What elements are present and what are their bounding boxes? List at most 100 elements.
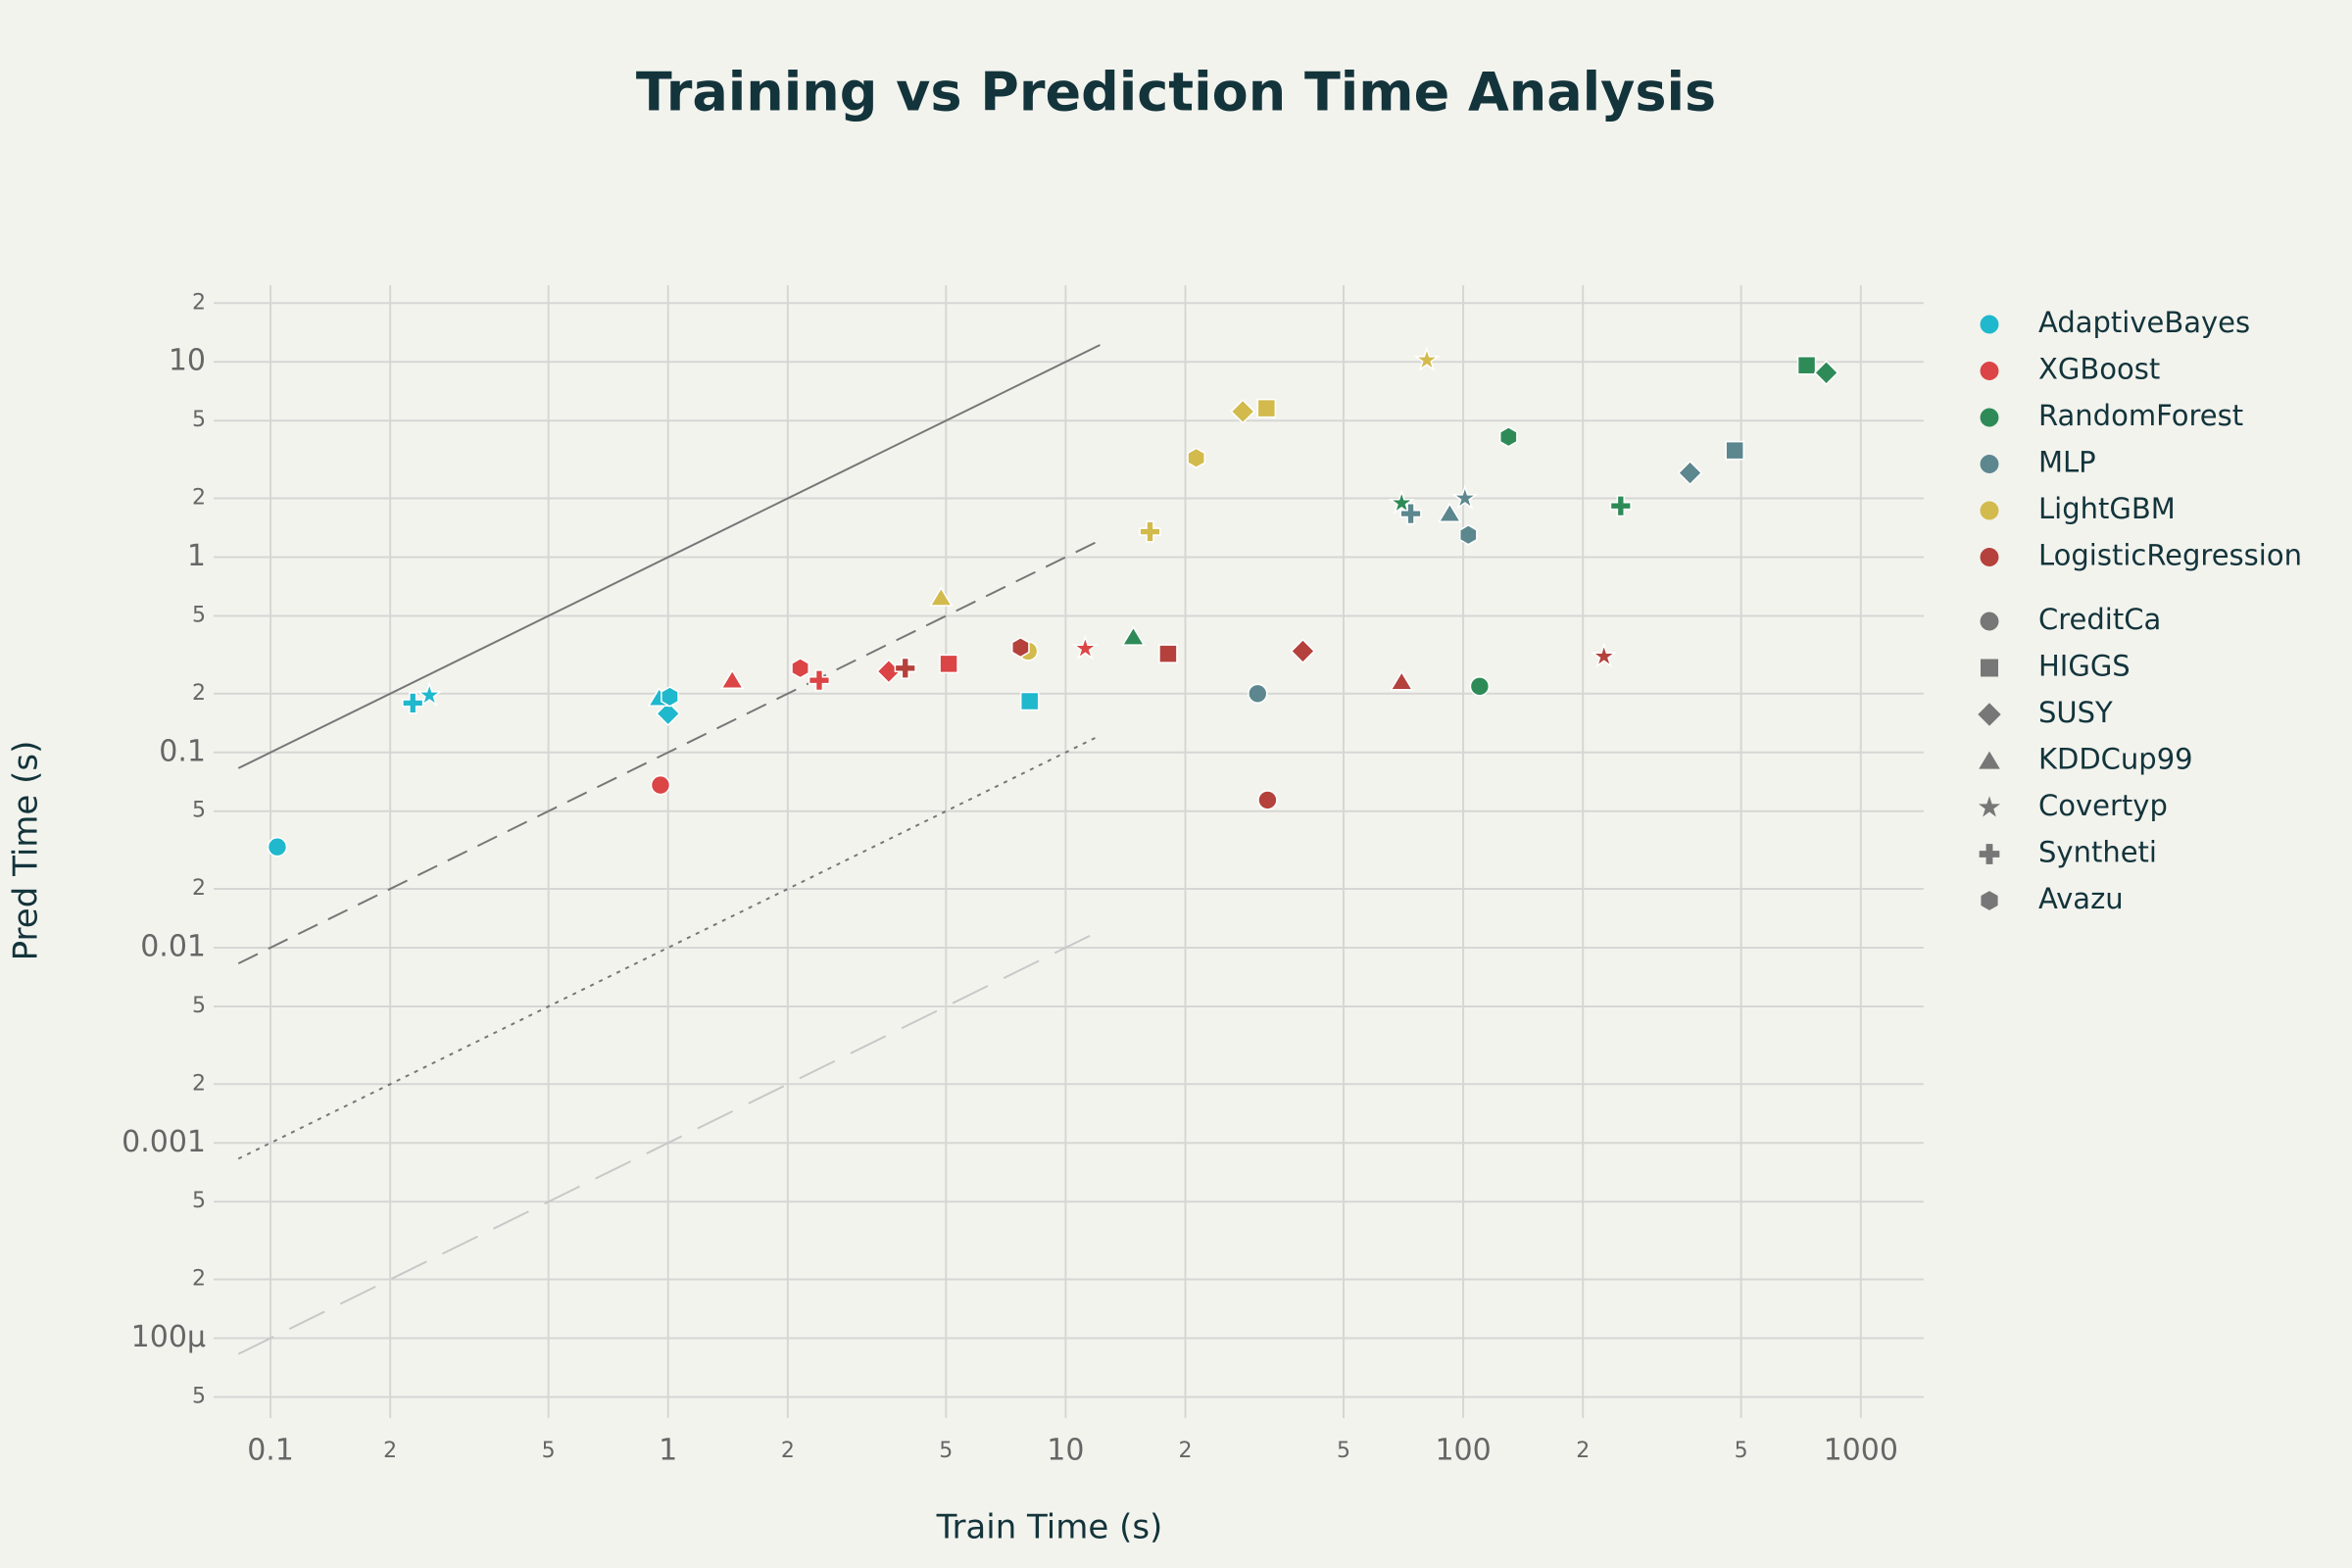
scatter-point (1677, 460, 1703, 486)
grid: 0.1 2 5 1 2 5 10 2 5 100 2 5 1000 2 10 5 2 1 5 2 0.1 5 2 0.01 5 2… (122, 285, 1924, 1468)
legend: AdaptiveBayes XGBoost RandomForest MLP Light… (1978, 306, 2302, 915)
x-tick-label: 100 (1435, 1434, 1491, 1468)
x-tick-label: 2 (1576, 1439, 1590, 1463)
y-tick-label: 0.1 (159, 734, 206, 768)
legend-marker (1980, 501, 1999, 520)
y-tick-label: 5 (192, 408, 206, 432)
x-tick-label: 5 (1337, 1439, 1350, 1463)
scatter-point (720, 668, 745, 690)
legend-marker (1981, 891, 1998, 910)
x-tick-label: 5 (1735, 1439, 1748, 1463)
y-tick-label: 5 (192, 1189, 206, 1213)
legend-marker (1978, 796, 2001, 817)
y-tick-label: 2 (192, 486, 206, 511)
x-tick-label: 5 (939, 1439, 953, 1463)
legend-label: CreditCa (2038, 603, 2161, 636)
legend-label: Covertyp (2038, 789, 2168, 822)
x-tick-label: 2 (1179, 1439, 1193, 1463)
reference-line (237, 929, 1101, 1355)
x-tick-label: 10 (1047, 1434, 1084, 1468)
legend-marker (1979, 844, 2000, 864)
legend-label: LogisticRegression (2038, 539, 2302, 572)
legend-label: HIGGS (2038, 650, 2131, 683)
y-tick-label: 5 (192, 1384, 206, 1408)
legend-label: KDDCup99 (2038, 743, 2193, 776)
data-points (267, 346, 1839, 858)
legend-marker (1980, 455, 1999, 473)
y-axis-title: Pred Time (s) (7, 741, 46, 961)
scatter-point (1257, 790, 1278, 810)
y-tick-label: 2 (192, 1267, 206, 1292)
scatter-point (1469, 676, 1491, 697)
x-tick-label: 2 (383, 1439, 397, 1463)
legend-label: Syntheti (2038, 836, 2157, 869)
scatter-point (1413, 346, 1441, 371)
scatter-point (1813, 360, 1839, 386)
legend-marker (1978, 703, 2001, 726)
legend-label: RandomForest (2038, 399, 2243, 432)
scatter-point (1256, 398, 1277, 418)
y-tick-label: 2 (192, 876, 206, 901)
x-tick-label: 1000 (1824, 1434, 1898, 1468)
scatter-point (894, 657, 916, 679)
scatter-point (1230, 399, 1255, 424)
scatter-point (1019, 691, 1040, 711)
legend-marker (1981, 659, 1998, 677)
reference-line (237, 539, 1101, 965)
legend-label: LightGBM (2038, 492, 2176, 525)
scatter-point (1139, 520, 1161, 543)
chart-title: Training vs Prediction Time Analysis (636, 62, 1716, 123)
y-tick-label: 100µ (131, 1320, 206, 1354)
scatter-point (1438, 502, 1462, 522)
scatter-point (1591, 642, 1618, 668)
scatter-point (1248, 683, 1268, 704)
legend-marker (1980, 315, 1999, 334)
scatter-point (939, 654, 958, 674)
y-tick-label: 0.001 (122, 1125, 206, 1159)
scatter-point (1609, 495, 1632, 517)
x-tick-label: 0.1 (247, 1434, 294, 1468)
legend-marker (1980, 408, 1999, 427)
y-tick-label: 5 (192, 799, 206, 823)
scatter-point (929, 586, 954, 607)
scatter-point (1071, 634, 1099, 661)
legend-label: Avazu (2038, 882, 2124, 915)
scatter-point (1011, 636, 1030, 659)
x-axis-title: Train Time (s) (936, 1508, 1163, 1547)
legend-marker (1979, 751, 2000, 769)
x-tick-label: 2 (781, 1439, 795, 1463)
scatter-point (1725, 440, 1744, 461)
scatter-point (791, 658, 809, 679)
scatter-point (402, 692, 424, 714)
legend-label: MLP (2038, 446, 2096, 479)
scatter-point (650, 774, 671, 796)
scatter-point (1158, 644, 1178, 663)
legend-marker (1980, 362, 1999, 380)
reference-line (237, 734, 1101, 1160)
y-tick-label: 2 (192, 681, 206, 706)
reference-line (237, 344, 1101, 769)
scatter-point (416, 681, 443, 707)
legend-marker (1980, 612, 1999, 631)
legend-marker (1980, 548, 1999, 566)
scatter-point (1399, 503, 1422, 525)
legend-label: AdaptiveBayes (2038, 306, 2250, 339)
x-tick-label: 5 (542, 1439, 556, 1463)
y-tick-label: 2 (192, 290, 206, 315)
y-tick-label: 5 (192, 994, 206, 1018)
y-tick-label: 0.01 (140, 930, 206, 964)
scatter-point (1458, 524, 1478, 546)
x-tick-label: 1 (659, 1434, 677, 1468)
scatter-point (267, 837, 288, 858)
y-tick-label: 2 (192, 1071, 206, 1096)
legend-label: XGBoost (2038, 353, 2160, 386)
scatter-point (1187, 447, 1205, 469)
scatter-point (1390, 670, 1414, 691)
y-tick-label: 1 (187, 539, 206, 573)
scatter-point (808, 669, 831, 692)
y-tick-label: 10 (169, 344, 206, 378)
scatter-point (655, 701, 681, 726)
scatter-point (1290, 638, 1316, 664)
scatter-point (1388, 489, 1415, 514)
